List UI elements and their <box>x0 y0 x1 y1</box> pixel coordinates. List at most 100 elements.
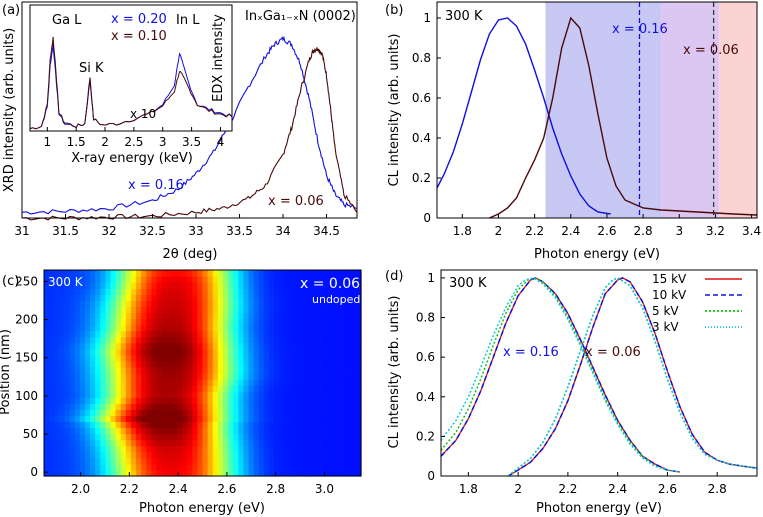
heatmap-cell <box>325 403 331 410</box>
heatmap-cell <box>325 451 331 459</box>
heatmap-cell <box>217 294 224 301</box>
heatmap-cell <box>335 433 342 441</box>
heatmap-cell <box>176 451 183 459</box>
heatmap-cell <box>268 469 275 477</box>
heatmap-cell <box>115 403 122 410</box>
heatmap-cell <box>228 306 234 314</box>
heatmap-cell <box>84 451 91 459</box>
heatmap-cell <box>222 415 229 423</box>
heatmap-cell <box>74 276 81 283</box>
heatmap-cell <box>217 439 224 447</box>
heatmap-cell <box>309 451 316 459</box>
heatmap-cell <box>299 451 306 459</box>
heatmap-cell <box>59 354 66 362</box>
heatmap-cell <box>192 270 198 277</box>
heatmap-cell <box>146 366 152 374</box>
heatmap-cell <box>294 306 301 314</box>
panel-a-x-tick-label-5: 33.5 <box>226 224 253 238</box>
panel-b-y-ticks: 00.20.40.60.81 <box>412 11 441 225</box>
heatmap-cell <box>335 276 342 283</box>
heatmap-cell <box>64 415 71 423</box>
heatmap-cell <box>125 451 132 459</box>
heatmap-cell <box>309 312 316 320</box>
heatmap-cell <box>289 391 296 398</box>
heatmap-cell <box>304 366 311 374</box>
heatmap-cell <box>90 306 96 314</box>
heatmap-cell <box>304 276 311 283</box>
heatmap-cell <box>130 439 137 447</box>
heatmap-cell <box>197 445 204 453</box>
heatmap-cell <box>120 463 127 471</box>
heatmap-cell <box>166 276 173 283</box>
heatmap-cell <box>340 270 347 277</box>
heatmap-cell <box>268 330 275 338</box>
heatmap-cell <box>340 324 347 332</box>
heatmap-cell <box>74 451 81 459</box>
heatmap-cell <box>44 427 50 435</box>
heatmap-cell <box>345 354 352 362</box>
panel-c-xlabel: Photon energy (eV) <box>139 501 265 516</box>
panel-b-frame <box>436 1 758 219</box>
heatmap-cell <box>74 270 81 277</box>
heatmap-cell <box>253 391 260 398</box>
heatmap-cell <box>187 282 193 289</box>
panel-b-y-tick-label-0: 0 <box>423 211 431 225</box>
heatmap-cell <box>125 276 132 283</box>
heatmap-cell <box>95 391 101 398</box>
heatmap-cell <box>182 330 188 338</box>
heatmap-cell <box>284 445 291 453</box>
heatmap-cell <box>304 306 311 314</box>
heatmap-cell <box>212 403 219 410</box>
heatmap-cell <box>294 403 301 410</box>
panel-d-label-x016: x = 0.16 <box>503 345 559 360</box>
panel-d-x-tick-label-1: 2 <box>514 482 522 496</box>
heatmap-cell <box>289 403 296 410</box>
heatmap-cell <box>248 348 255 356</box>
heatmap-cell <box>105 318 112 326</box>
heatmap-cell <box>258 360 265 368</box>
heatmap-cell <box>156 397 163 404</box>
heatmap-cell <box>187 300 193 307</box>
heatmap-cell <box>187 318 193 326</box>
heatmap-cell <box>64 391 71 398</box>
heatmap-cell <box>233 324 239 332</box>
heatmap-cell <box>141 397 147 404</box>
heatmap-cell <box>120 360 127 368</box>
heatmap-cell <box>100 451 106 459</box>
heatmap-cell <box>141 366 147 374</box>
heatmap-cell <box>136 306 142 314</box>
heatmap-cell <box>309 276 316 283</box>
heatmap-cell <box>49 276 55 283</box>
heatmap-cell <box>217 324 224 332</box>
heatmap-cell <box>176 397 183 404</box>
heatmap-cell <box>115 421 122 429</box>
heatmap-cell <box>274 463 280 471</box>
heatmap-cell <box>355 385 362 392</box>
heatmap-cell <box>151 354 158 362</box>
heatmap-cell <box>136 360 142 368</box>
heatmap-cell <box>182 354 188 362</box>
heatmap-cell <box>156 379 163 386</box>
heatmap-cell <box>212 288 219 295</box>
heatmap-cell <box>105 403 112 410</box>
panel-a-frame <box>21 1 358 219</box>
heatmap-cell <box>44 336 50 344</box>
heatmap-cell <box>161 354 168 362</box>
heatmap-cell <box>151 391 158 398</box>
heatmap-cell <box>222 276 229 283</box>
heatmap-cell <box>120 373 127 380</box>
heatmap-cell <box>90 439 96 447</box>
heatmap-cell <box>253 469 260 477</box>
heatmap-cell <box>299 366 306 374</box>
heatmap-cell <box>243 342 250 350</box>
heatmap-cell <box>69 324 76 332</box>
heatmap-cell <box>345 451 352 459</box>
heatmap-cell <box>125 373 132 380</box>
heatmap-cell <box>274 457 280 465</box>
heatmap-cell <box>258 439 265 447</box>
heatmap-cell <box>238 421 244 429</box>
heatmap-cell <box>79 348 86 356</box>
heatmap-cell <box>146 439 152 447</box>
heatmap-cell <box>90 354 96 362</box>
heatmap-cell <box>248 385 255 392</box>
